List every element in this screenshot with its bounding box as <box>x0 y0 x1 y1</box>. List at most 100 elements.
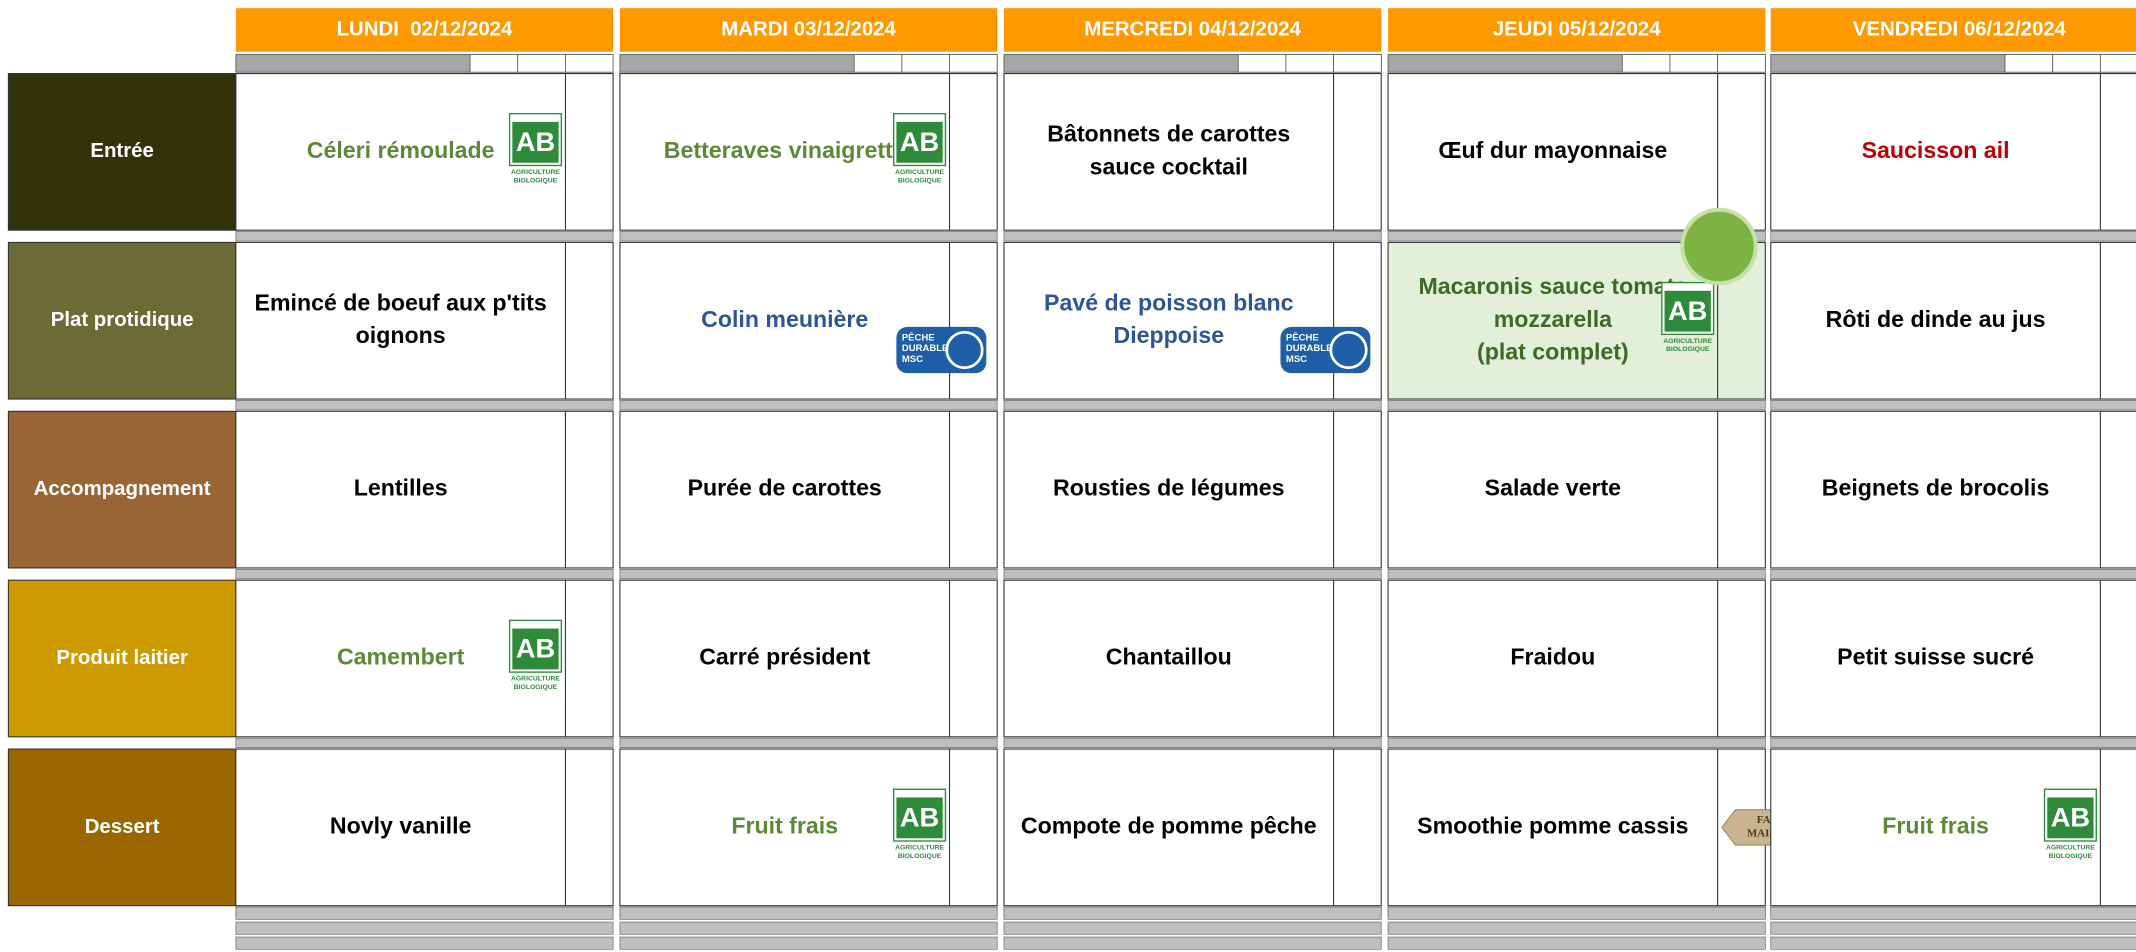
row-separator <box>1770 568 2136 580</box>
cell <box>235 410 614 569</box>
row-separator <box>1387 737 1766 749</box>
header-box <box>2099 54 2136 73</box>
dish-name: Betteraves vinaigrette <box>664 137 906 163</box>
row-label-bg <box>7 73 237 231</box>
ab-text: AB <box>900 801 939 832</box>
footer-bar <box>1003 906 1382 920</box>
cell <box>235 748 614 907</box>
header-box <box>853 54 903 73</box>
msc-logo <box>896 326 987 374</box>
row-separator <box>1003 568 1382 580</box>
dish-name: (plat complet) <box>1477 339 1629 365</box>
ab-sub: BIOLOGIQUE <box>1666 346 1710 353</box>
footer-bar <box>1387 936 1766 950</box>
footer-bar <box>619 936 998 950</box>
row-separator <box>619 231 998 242</box>
dish-name: Pavé de poisson blanc <box>1044 290 1294 316</box>
header-box <box>1285 54 1334 73</box>
day-header <box>1388 8 1766 52</box>
footer-bar <box>619 906 998 920</box>
header-box <box>565 54 614 73</box>
row-label-bg <box>7 410 237 569</box>
leaf-icon <box>1680 207 1758 286</box>
footer-bar <box>235 906 614 920</box>
msc-text: PÊCHE <box>1286 331 1319 343</box>
row-separator <box>1387 400 1766 411</box>
dish-name: Rôti de dinde au jus <box>1826 306 2046 332</box>
ab-logo-fill <box>896 797 943 839</box>
dish-name: sauce cocktail <box>1090 153 1248 179</box>
footer-bar <box>235 921 614 935</box>
ab-logo-fill <box>896 121 943 163</box>
footer-bar <box>1770 936 2136 950</box>
ab-sub: AGRICULTURE <box>895 845 944 852</box>
footer-bar <box>1003 921 1382 935</box>
dish-name: Fruit frais <box>1882 812 1989 838</box>
header-box <box>469 54 519 73</box>
row-separator <box>235 568 614 580</box>
cell <box>1770 241 2136 400</box>
cell <box>619 579 998 738</box>
ab-sub: AGRICULTURE <box>895 169 944 176</box>
msc-fish <box>945 330 984 370</box>
footer-bar <box>1770 906 2136 920</box>
dish-name: Novly vanille <box>330 812 472 838</box>
header-box <box>949 54 998 73</box>
row-separator <box>1003 231 1382 242</box>
ab-sub: AGRICULTURE <box>1663 338 1712 345</box>
header-box <box>1717 54 1766 73</box>
row-label: Accompagnement <box>34 478 211 500</box>
cell <box>1770 73 2136 231</box>
msc-text: MSC <box>1286 354 1307 365</box>
cell <box>235 241 614 400</box>
row-separator <box>1387 231 1766 242</box>
ab-sub: AGRICULTURE <box>511 676 560 683</box>
cell <box>1770 410 2136 569</box>
header-box <box>1333 54 1382 73</box>
dish-name: oignons <box>356 322 446 348</box>
ab-sub: BIOLOGIQUE <box>2049 853 2093 860</box>
row-label: Produit laitier <box>56 647 188 669</box>
ab-text: AB <box>1668 295 1707 326</box>
row-label: Plat protidique <box>51 309 194 331</box>
row-separator <box>1003 737 1382 749</box>
row-label-bg <box>7 241 237 400</box>
day-header <box>1770 8 2136 52</box>
dish-name: Beignets de brocolis <box>1822 475 2050 501</box>
cell <box>1003 748 1382 907</box>
msc-fish <box>1329 330 1368 370</box>
row-label-bg <box>7 579 237 738</box>
ab-sub: AGRICULTURE <box>2046 845 2095 852</box>
ab-sub: BIOLOGIQUE <box>514 684 558 691</box>
dish-name: Œuf dur mayonnaise <box>1438 137 1667 163</box>
ab-logo-fill <box>1664 290 1711 332</box>
header-box <box>1237 54 1287 73</box>
header-box <box>1621 54 1671 73</box>
footer-bar <box>1770 921 2136 935</box>
dish-name: Smoothie pomme cassis <box>1417 812 1688 838</box>
msc-text: PÊCHE <box>902 331 935 343</box>
cell <box>1003 241 1382 400</box>
row-label: Dessert <box>85 816 160 838</box>
dish-name: Rousties de légumes <box>1053 475 1284 501</box>
row-separator <box>619 400 998 411</box>
ab-text: AB <box>516 633 555 664</box>
day-title: JEUDI 05/12/2024 <box>1493 18 1662 40</box>
ab-text: AB <box>516 126 555 157</box>
header-box <box>2004 54 2054 73</box>
header-box <box>901 54 950 73</box>
row-label-bg <box>7 748 237 907</box>
ab-sub: BIOLOGIQUE <box>898 853 942 860</box>
row-label: Entrée <box>90 140 154 162</box>
day-header <box>619 8 998 52</box>
cell <box>1387 73 1766 231</box>
ab-logo-fill <box>2047 797 2094 839</box>
row-separator <box>619 568 998 580</box>
maison-text: FAIT <box>1757 814 1783 826</box>
